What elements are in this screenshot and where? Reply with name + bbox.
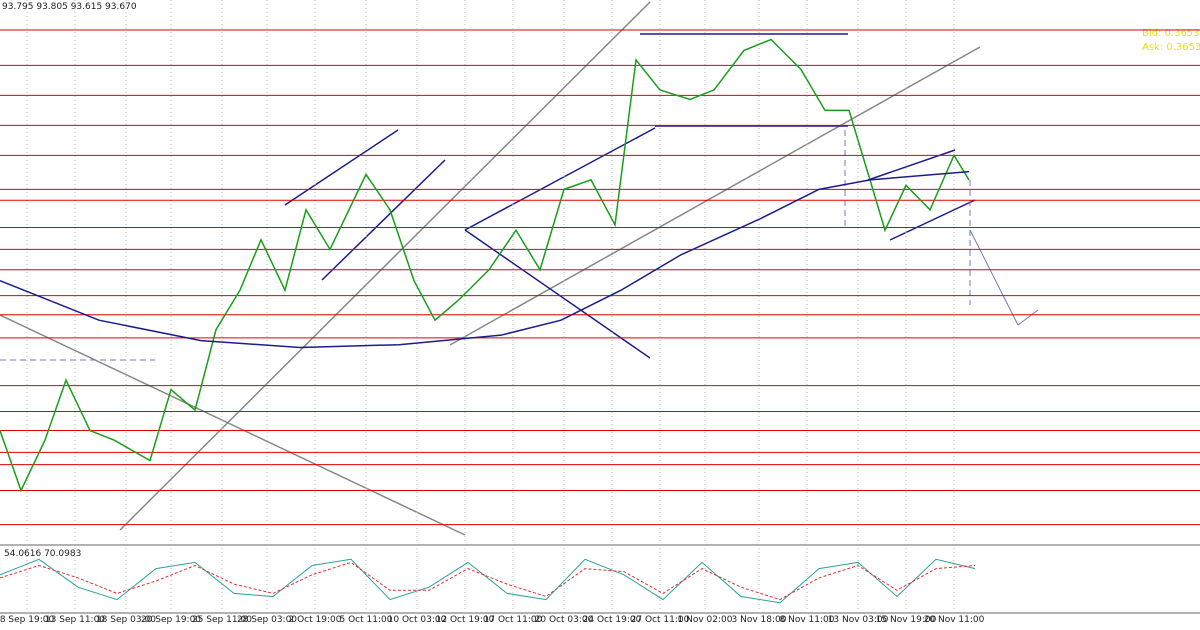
x-tick-label: 15 Nov 19:00 bbox=[876, 615, 937, 625]
ask: Ask: 0.3653 bbox=[1142, 42, 1200, 53]
x-tick-label: 20 Oct 03:00 bbox=[535, 615, 594, 625]
price-header: 93.795 93.805 93.615 93.670 bbox=[2, 2, 137, 12]
series-line bbox=[0, 561, 976, 601]
x-tick-label: 20 Sep 19:00 bbox=[141, 615, 201, 625]
x-tick-label: 5 Oct 11:00 bbox=[340, 615, 393, 625]
projection-line bbox=[969, 229, 1019, 326]
x-tick-label: 2 Oct 19:00 bbox=[289, 615, 342, 625]
channel-line bbox=[889, 199, 976, 241]
x-tick-label: 20 Nov 11:00 bbox=[924, 615, 985, 625]
x-tick-label: 8 Sep 19:00 bbox=[0, 615, 54, 625]
projection-line bbox=[1017, 309, 1039, 326]
channel-line bbox=[464, 127, 656, 231]
bid: Bid: 0.3653 bbox=[1142, 28, 1200, 39]
x-tick-label: 28 Sep 03:00 bbox=[237, 615, 297, 625]
x-tick-label: 24 Oct 19:00 bbox=[583, 615, 642, 625]
x-tick-label: 1 Nov 02:00 bbox=[678, 615, 733, 625]
x-tick-label: 8 Nov 11:00 bbox=[780, 615, 835, 625]
trend-line bbox=[119, 1, 651, 531]
x-tick-label: 12 Oct 19:00 bbox=[436, 615, 495, 625]
series-line bbox=[0, 38, 970, 493]
trend-line bbox=[0, 314, 466, 536]
x-tick-label: 10 Oct 03:00 bbox=[388, 615, 447, 625]
indicator-label: 54.0616 70.0983 bbox=[4, 549, 81, 559]
channel-line bbox=[867, 149, 956, 181]
x-tick-label: 17 Oct 11:00 bbox=[484, 615, 543, 625]
x-tick-label: 3 Nov 18:00 bbox=[732, 615, 787, 625]
x-tick-label: 27 Oct 11:00 bbox=[631, 615, 690, 625]
x-tick-label: 18 Sep 03:00 bbox=[96, 615, 156, 625]
channel-line bbox=[464, 229, 651, 359]
channel-line bbox=[321, 159, 446, 281]
series-line bbox=[0, 558, 976, 604]
series-line bbox=[0, 170, 970, 349]
channel-line bbox=[284, 129, 399, 206]
decorations bbox=[0, 1, 1200, 614]
x-tick-label: 13 Sep 11:00 bbox=[45, 615, 105, 625]
x-tick-label: 25 Sep 11:00 bbox=[192, 615, 252, 625]
x-tick-label: 13 Nov 03:00 bbox=[828, 615, 889, 625]
